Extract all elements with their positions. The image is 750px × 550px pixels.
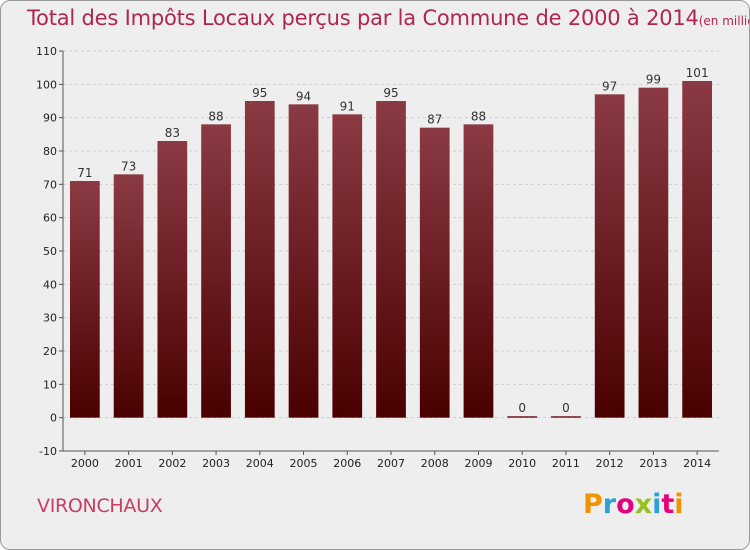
y-axis-ticks: -10 0 10 20 30 40 50 60 70 80 90 100 110 [36,45,63,458]
data-labels: 71 73 83 88 95 94 91 95 87 88 0 0 97 99 101 [77,66,708,415]
y-tick-label: -10 [39,445,57,458]
x-tick-label-2008: 2008 [421,457,449,470]
y-tick-label: 0 [50,412,57,425]
y-tick-label: 90 [43,112,57,125]
y-tick-label: 80 [43,145,57,158]
logo-letter: o [616,489,635,520]
x-tick-label-2007: 2007 [377,457,405,470]
y-tick-label: 10 [43,378,57,391]
bar-2010 [507,416,538,418]
value-label-2004: 95 [252,86,267,100]
bar-2004 [244,101,275,418]
x-tick-label-2010: 2010 [508,457,536,470]
bar-2006 [332,114,363,418]
value-label-2012: 97 [602,79,617,93]
y-tick-label: 70 [43,178,57,191]
value-label-2008: 87 [427,113,442,127]
x-tick-label-2000: 2000 [71,457,99,470]
commune-name: VIRONCHAUX [37,495,163,517]
value-label-2014: 101 [686,66,709,80]
bar-2003 [201,124,231,418]
value-label-2001: 73 [121,159,136,173]
bar-2009 [463,124,494,418]
logo-letter: t [661,489,675,520]
y-tick-label: 40 [43,278,57,291]
y-tick-label: 30 [43,312,57,325]
value-label-2009: 88 [471,109,486,123]
title-text: Total des Impôts Locaux perçus par la Co… [27,6,699,30]
x-tick-label-2014: 2014 [683,457,711,470]
x-tick-label-2012: 2012 [596,457,624,470]
value-label-2002: 83 [165,126,180,140]
y-tick-label: 60 [43,212,57,225]
x-tick-label-2002: 2002 [158,457,186,470]
bar-2014 [682,81,713,418]
value-label-2003: 88 [208,109,223,123]
value-label-2013: 99 [646,73,661,87]
x-tick-label-2005: 2005 [290,457,318,470]
bar-2013 [638,87,669,418]
value-label-2006: 91 [340,99,355,113]
x-tick-label-2003: 2003 [202,457,230,470]
bars [69,81,713,418]
bar-2000 [69,181,100,418]
logo-letter: i [652,489,662,520]
bar-2001 [113,174,144,418]
x-tick-label-2009: 2009 [464,457,492,470]
y-tick-label: 100 [36,78,57,91]
bar-2002 [157,141,188,418]
x-axis-ticks: 2000 2001 2002 2003 2004 2005 2006 2007 2008 2009… [71,451,711,470]
y-tick-label: 110 [36,45,57,58]
bar-2005 [288,104,319,418]
y-tick-label: 20 [43,345,57,358]
bar-2007 [376,101,406,418]
bar-2011 [551,416,581,418]
x-tick-label-2001: 2001 [115,457,143,470]
value-label-2005: 94 [296,89,311,103]
title-unit: (en milliers d'€) [698,14,749,28]
value-label-2000: 71 [77,166,92,180]
proxiti-logo: Proxiti [583,489,684,520]
logo-letter: P [583,489,603,520]
value-label-2010: 0 [518,401,526,415]
logo-letter: i [674,489,684,520]
logo-letter: r [602,489,617,520]
logo-letter: x [634,489,653,520]
chart-title: Total des Impôts Locaux perçus par la Co… [27,6,749,30]
x-tick-label-2013: 2013 [639,457,667,470]
x-tick-label-2004: 2004 [246,457,274,470]
bar-2008 [419,127,450,418]
bar-2012 [594,94,625,418]
x-tick-label-2006: 2006 [333,457,361,470]
y-tick-label: 50 [43,245,57,258]
value-label-2007: 95 [383,86,398,100]
x-tick-label-2011: 2011 [552,457,580,470]
value-label-2011: 0 [562,401,570,415]
